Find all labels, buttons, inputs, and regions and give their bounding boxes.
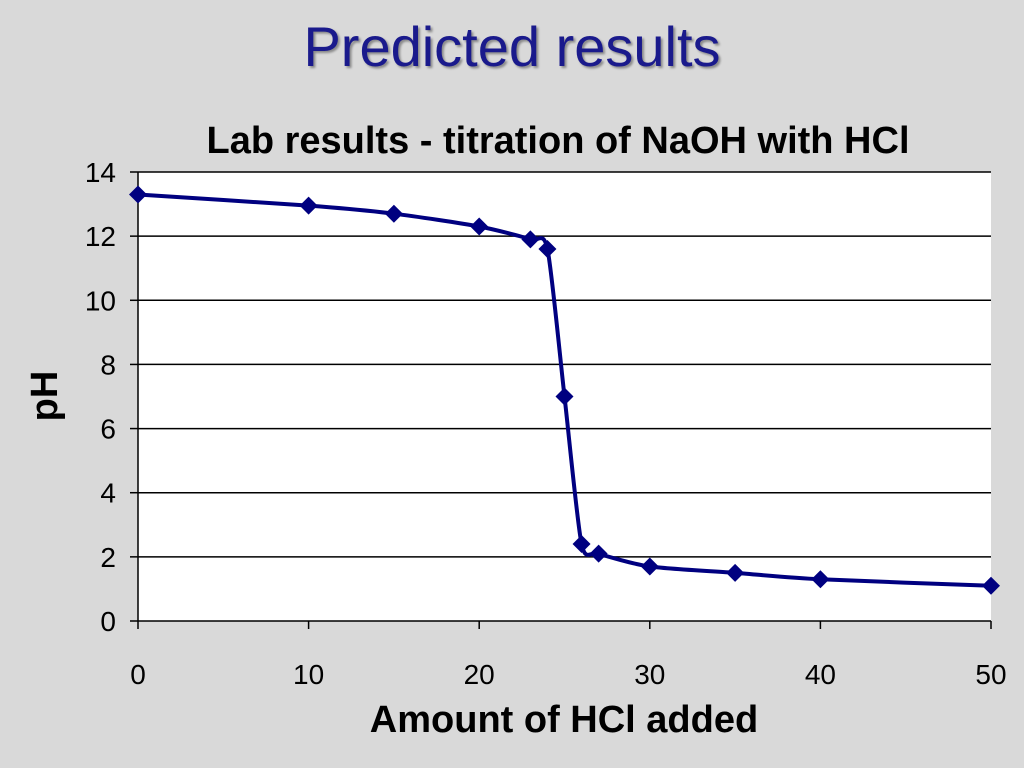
data-point-marker	[129, 185, 147, 204]
data-point-marker	[470, 217, 489, 236]
y-tick-label: 8	[100, 349, 116, 380]
x-tick-label: 20	[464, 659, 495, 690]
data-point-marker	[538, 239, 557, 258]
y-axis-title: pH	[24, 371, 66, 422]
x-axis-title: Amount of HCl added	[370, 699, 758, 741]
y-tick-label: 0	[100, 606, 116, 637]
slide-title: Predicted results	[303, 15, 721, 78]
data-point-marker	[811, 570, 830, 589]
data-point-marker	[640, 557, 659, 576]
data-point-marker	[982, 576, 1000, 595]
chart-title: Lab results - titration of NaOH with HCl	[206, 120, 909, 162]
y-tick-label: 4	[100, 478, 116, 509]
y-tick-label: 10	[85, 285, 116, 316]
data-point-marker	[299, 196, 318, 215]
x-tick-label: 30	[634, 659, 665, 690]
x-tick-label: 10	[293, 659, 324, 690]
data-point-marker	[589, 544, 608, 563]
data-point-marker	[555, 387, 574, 406]
y-tick-label: 14	[85, 157, 116, 188]
tick-labels: 0 2 4 6 8 10 12 14 0 10 20 30 40 50	[85, 157, 1007, 690]
y-tick-label: 6	[100, 414, 116, 445]
axes	[130, 171, 992, 629]
data-point-marker	[521, 230, 540, 249]
x-tick-label: 0	[130, 659, 146, 690]
data-point-marker	[384, 204, 403, 223]
x-tick-label: 50	[975, 659, 1006, 690]
series	[129, 185, 1000, 595]
gridlines	[138, 171, 991, 558]
data-point-marker	[726, 563, 745, 582]
x-tick-label: 40	[805, 659, 836, 690]
data-point-marker	[572, 535, 591, 554]
y-tick-label: 12	[85, 221, 116, 252]
y-tick-label: 2	[100, 542, 116, 573]
